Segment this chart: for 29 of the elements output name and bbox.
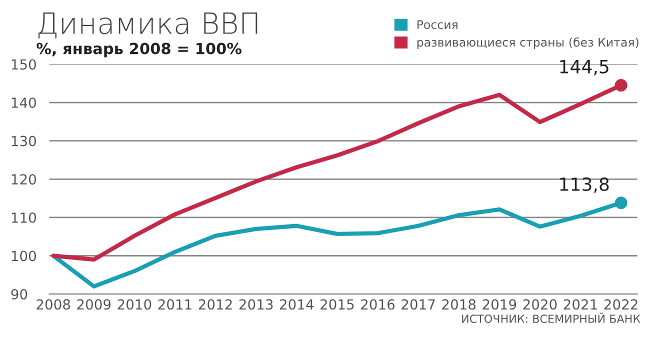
y-tick-label: 90 [11, 289, 28, 300]
y-tick-label: 110 [12, 212, 36, 223]
chart-title: Динамика ВВП [38, 12, 258, 38]
y-tick-label: 140 [12, 97, 36, 108]
x-tick-label: 2008 [36, 299, 70, 310]
x-tick-label: 2018 [442, 299, 476, 310]
x-tick-label: 2019 [482, 299, 516, 310]
y-tick-label: 120 [12, 174, 36, 185]
y-tick-label: 100 [12, 250, 36, 262]
x-tick-label: 2020 [523, 299, 557, 310]
x-tick-label: 2011 [158, 299, 192, 310]
x-tick-label: 2021 [564, 299, 597, 310]
x-tick-label: 2014 [280, 299, 314, 310]
x-tick-label: 2010 [118, 299, 152, 310]
y-tick-label: 130 [12, 136, 36, 146]
annotation: 113,8 [560, 177, 609, 193]
x-tick-label: 2017 [402, 299, 435, 310]
text: ИСТОЧНИК: ВСЕМИРНЫЙ БАНК [462, 312, 640, 323]
x-tick-label: 2009 [77, 299, 111, 310]
x-tick-label: 2015 [320, 299, 354, 310]
chart-subtitle: %, январь 2008 = 100% [36, 42, 242, 58]
x-tick-label: 2016 [361, 299, 395, 310]
x-tick-label: 2022 [604, 299, 638, 310]
x-tick-label: 2013 [239, 299, 273, 310]
x-tick-label: 2012 [198, 299, 232, 310]
annotation: 144,5 [560, 60, 608, 76]
legend-label: Россия [417, 20, 458, 30]
y-tick-label: 150 [12, 59, 36, 70]
legend-label: развивающиеся страны (без Китая) [417, 37, 638, 49]
